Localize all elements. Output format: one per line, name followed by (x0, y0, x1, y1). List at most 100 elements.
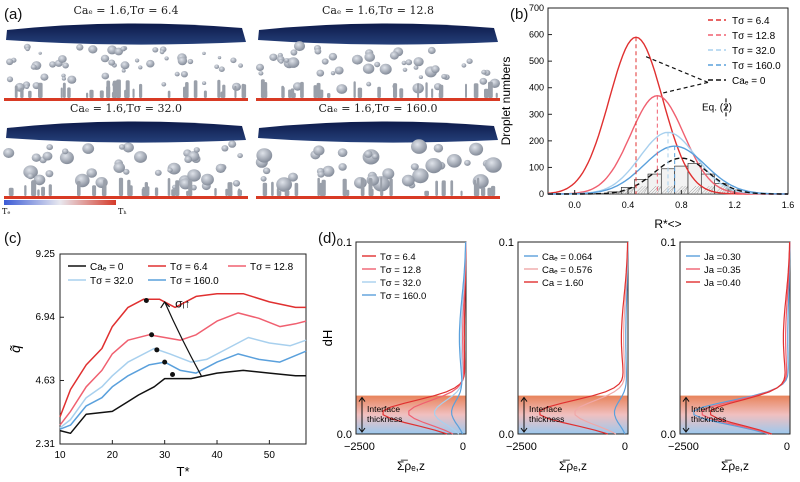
series-line (701, 242, 791, 435)
temperature-colorbar (4, 200, 116, 205)
droplet (59, 151, 74, 165)
droplet (258, 71, 264, 76)
vapor-column (154, 187, 159, 196)
x-tick-label: −2500 (506, 441, 537, 453)
y-tick-label: 0.1 (499, 237, 514, 249)
plot-frame (679, 241, 791, 435)
droplet (237, 153, 243, 159)
x-tick-label: 0.4 (622, 200, 635, 210)
droplet (402, 67, 408, 72)
series-line (693, 241, 791, 435)
droplet (431, 65, 440, 74)
y-tick-label: 0.0 (499, 429, 514, 441)
droplet (337, 148, 348, 157)
series-line (59, 292, 306, 418)
vapor-column (342, 178, 347, 196)
vapor-column (281, 86, 284, 98)
y-tick-label: 200 (529, 136, 544, 146)
density-subplot-2: Caₑ = 0.064 Caₑ = 0.576 Ca = 1.60 Interface… (499, 237, 629, 473)
droplet (314, 48, 322, 55)
vapor-column (288, 89, 292, 98)
sim-title-4: Caₑ = 1.6,Tσ = 160.0 (318, 102, 438, 115)
thickness-arrowhead (520, 427, 528, 433)
droplet (67, 75, 77, 84)
x-tick-label: 40 (211, 450, 223, 461)
droplet (425, 158, 443, 174)
legend-label: Tσ = 32.0 (380, 278, 421, 289)
droplet (316, 69, 325, 77)
thickness-arrowhead (358, 396, 366, 402)
droplet (410, 163, 419, 171)
y-tick-label: 100 (529, 162, 544, 172)
annotation-arrow (662, 81, 709, 94)
legend-label: Caₑ = 0.064 (542, 252, 592, 263)
x-axis-label: R*<> (654, 217, 681, 231)
droplet (230, 57, 237, 64)
y-tick-label: 2.31 (36, 439, 56, 450)
droplet (42, 151, 53, 161)
droplet (405, 59, 413, 66)
vapor-column (186, 190, 190, 196)
annotation-arrow (643, 55, 709, 83)
y-tick-label: 400 (529, 83, 544, 93)
vapor-column (103, 179, 107, 196)
vapor-column (284, 190, 290, 196)
droplet (228, 140, 237, 148)
histogram-hatch (667, 185, 675, 195)
data-point (170, 371, 176, 377)
droplet (262, 167, 271, 175)
x-tick-label: 0 (784, 441, 790, 453)
x-tick-label: −2500 (344, 441, 375, 453)
sim-title-2: Caₑ = 1.6,Tσ = 12.8 (322, 4, 434, 17)
histogram-hatch (690, 185, 700, 195)
vapor-column (167, 178, 171, 196)
droplet (288, 172, 298, 182)
droplet (40, 73, 49, 81)
vapor-column (31, 180, 37, 196)
legend-label: Ja =0.30 (704, 252, 741, 263)
vapor-column (234, 85, 237, 98)
droplet (101, 72, 110, 80)
droplet (269, 53, 278, 61)
condensate-film (258, 23, 498, 45)
legend-label: Caₑ = 0 (732, 76, 766, 87)
y-tick-label: 9.25 (36, 249, 56, 260)
series-line (574, 242, 629, 435)
droplet (24, 84, 30, 90)
droplet (58, 55, 67, 63)
droplet (354, 177, 367, 189)
droplet (202, 51, 206, 56)
thickness-arrowhead (682, 396, 690, 402)
vapor-column (294, 182, 299, 196)
vapor-column (24, 185, 27, 196)
histogram-hatch (616, 191, 622, 195)
vapor-column (271, 181, 274, 196)
annotation-label: thickness (529, 414, 564, 424)
droplet (446, 154, 462, 168)
vapor-column (62, 82, 66, 98)
droplet (61, 76, 66, 81)
droplet (479, 77, 488, 85)
vapor-column (481, 187, 486, 196)
x-tick-label: 1.2 (728, 200, 741, 210)
trend-arrow (164, 301, 202, 377)
vapor-column (241, 83, 245, 98)
droplet (294, 41, 305, 52)
droplet (413, 57, 424, 67)
vapor-column (260, 79, 265, 98)
droplet (278, 59, 284, 64)
droplet (374, 61, 381, 68)
droplet (187, 58, 194, 65)
annotation-label: thickness (367, 414, 402, 424)
droplet (86, 168, 97, 178)
vapor-column (316, 82, 321, 98)
droplet (217, 56, 222, 60)
y-tick-label: 0.1 (337, 237, 352, 249)
annotation-label: thickness (691, 414, 726, 424)
droplet (167, 167, 173, 173)
droplet (46, 144, 53, 151)
vapor-column (167, 90, 171, 98)
droplet (27, 173, 34, 180)
droplet (418, 75, 423, 79)
droplet (379, 63, 392, 75)
